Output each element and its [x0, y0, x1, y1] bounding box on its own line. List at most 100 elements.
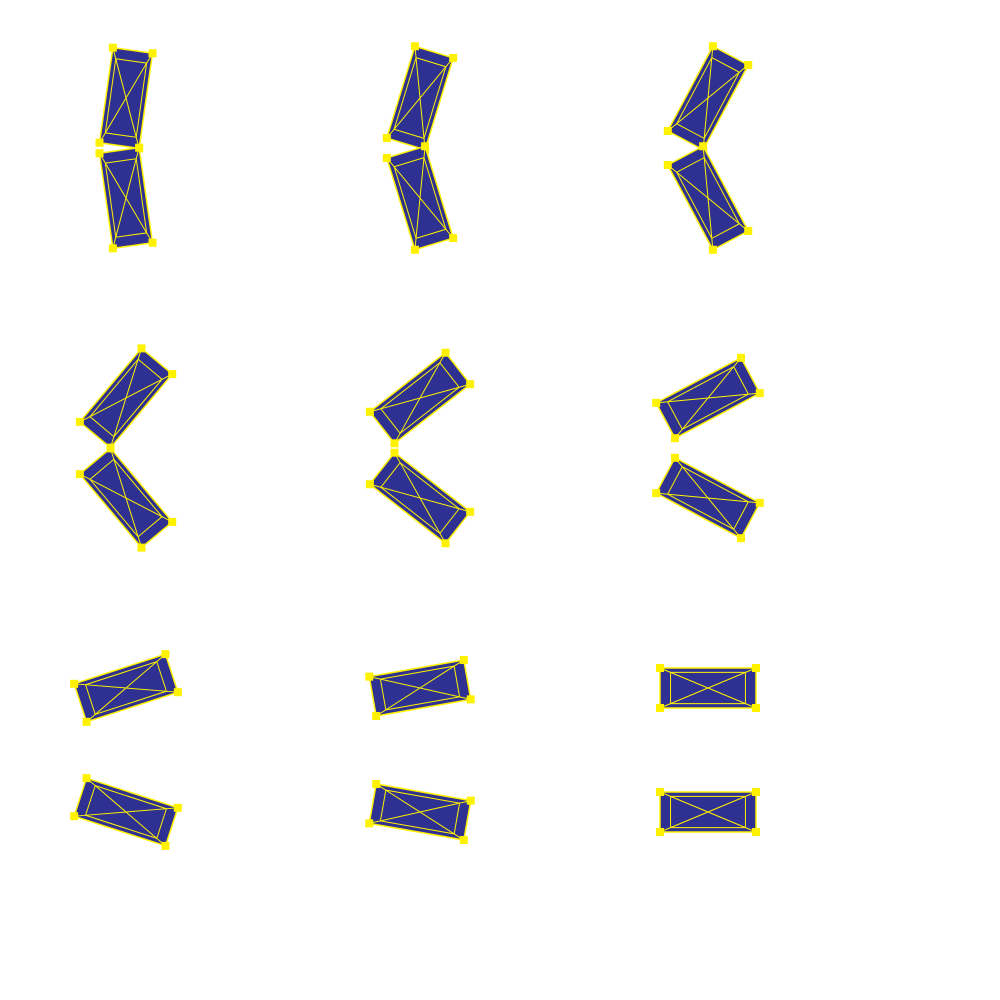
corner-marker [663, 161, 672, 170]
rectangle-top-9 [656, 664, 760, 712]
corner-marker [752, 664, 760, 672]
corner-marker [95, 138, 104, 147]
corner-marker [752, 828, 760, 836]
corner-marker [382, 153, 391, 162]
corner-marker [372, 712, 381, 721]
corner-marker [459, 655, 468, 664]
diagonal-line [394, 452, 446, 544]
diagonal-line [414, 146, 426, 250]
corner-marker [148, 49, 157, 58]
corner-marker [365, 480, 374, 489]
diagonal-line [112, 147, 140, 249]
diagonal-line [375, 783, 465, 841]
corner-marker [161, 650, 170, 659]
diagonal-line [386, 57, 454, 139]
diagonal-line [86, 777, 166, 847]
corner-marker [365, 407, 374, 416]
corner-marker [108, 43, 117, 52]
corner-marker [95, 149, 104, 158]
corner-marker [390, 448, 399, 457]
corner-marker [410, 245, 419, 254]
corner-marker [736, 534, 745, 543]
corner-marker [390, 439, 399, 448]
rectangle-bottom-9 [656, 788, 760, 836]
diagonal-line [659, 667, 757, 709]
corner-marker [449, 53, 458, 62]
corner-marker [173, 803, 182, 812]
corner-marker [744, 61, 753, 70]
corner-marker [82, 774, 91, 783]
corner-marker [137, 344, 146, 353]
rectangle-top-4 [75, 344, 177, 452]
diagonal-line [656, 392, 760, 404]
rectangle-top-7 [70, 650, 182, 726]
diagonal-line [674, 457, 742, 539]
rectangle-bottom-4 [75, 444, 177, 552]
corner-marker [137, 543, 146, 552]
corner-marker [148, 238, 157, 247]
diagonal-line [369, 676, 471, 700]
corner-marker [108, 244, 117, 253]
corner-marker [173, 688, 182, 697]
rectangle-bottom-8 [365, 779, 475, 845]
diagonal-line [667, 64, 749, 132]
corner-marker [365, 672, 374, 681]
rectangle-bottom-7 [70, 774, 182, 850]
corner-marker [656, 788, 664, 796]
corner-marker [466, 380, 475, 389]
corner-marker [459, 836, 468, 845]
corner-marker [70, 679, 79, 688]
corner-marker [421, 142, 430, 151]
corner-marker [75, 417, 84, 426]
corner-marker [708, 245, 717, 254]
shape-pairs-group [70, 42, 764, 850]
corner-marker [441, 348, 450, 357]
rectangle-top-5 [365, 348, 475, 448]
corner-marker [752, 788, 760, 796]
rectangle-bottom-5 [365, 448, 475, 548]
corner-marker [671, 434, 680, 443]
corner-marker [656, 828, 664, 836]
corner-marker [755, 389, 764, 398]
rectangle-bottom-2 [382, 142, 458, 254]
corner-marker [652, 489, 661, 498]
corner-marker [449, 234, 458, 243]
corner-marker [752, 704, 760, 712]
diagonal-line [74, 683, 178, 693]
diagonal-line [659, 791, 757, 833]
rectangle-bottom-1 [95, 143, 157, 253]
corner-marker [82, 717, 91, 726]
corner-marker [410, 42, 419, 51]
corner-marker [106, 444, 115, 453]
diagonal-line [99, 52, 153, 144]
diagonal-line [79, 373, 173, 423]
diagonal-line [702, 146, 714, 250]
rectangle-top-6 [652, 353, 764, 443]
corner-marker [365, 819, 374, 828]
corner-marker [70, 812, 79, 821]
corner-marker [466, 796, 475, 805]
corner-marker [466, 695, 475, 704]
corner-marker [755, 498, 764, 507]
corner-marker [466, 507, 475, 516]
corner-marker [372, 779, 381, 788]
corner-marker [736, 353, 745, 362]
corner-marker [652, 398, 661, 407]
corner-marker [135, 143, 144, 152]
corner-marker [168, 517, 177, 526]
rectangle-top-8 [365, 655, 475, 721]
diagonal-line [109, 448, 143, 548]
corner-marker [656, 704, 664, 712]
corner-marker [656, 664, 664, 672]
corner-marker [382, 134, 391, 143]
corner-marker [708, 42, 717, 51]
corner-marker [161, 841, 170, 850]
corner-marker [663, 126, 672, 135]
rectangle-bottom-6 [652, 453, 764, 543]
diagonal-line [369, 383, 471, 413]
rectangle-bottom-3 [663, 142, 753, 254]
corner-marker [441, 539, 450, 548]
corner-marker [744, 226, 753, 235]
corner-marker [168, 370, 177, 379]
